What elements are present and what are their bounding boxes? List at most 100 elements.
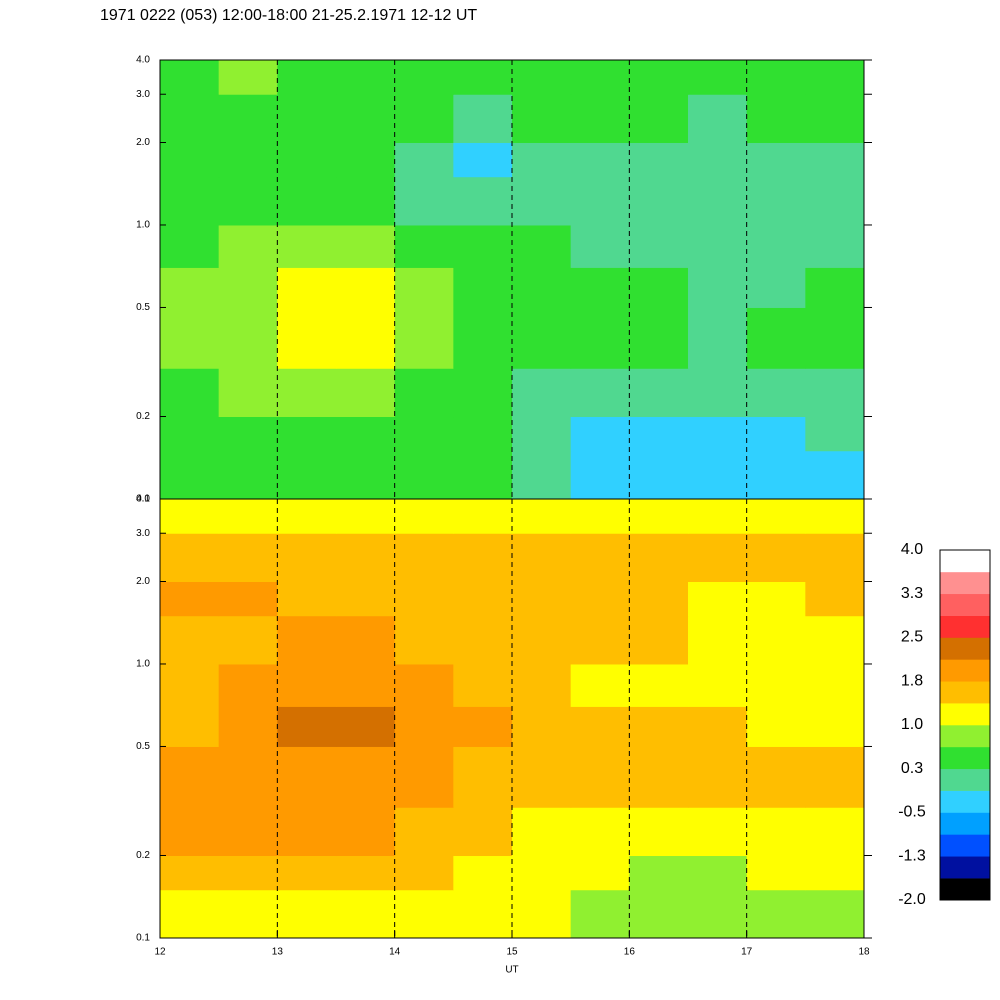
heatmap-cell — [688, 450, 748, 500]
heatmap-cell — [570, 60, 630, 95]
heatmap-cell — [512, 706, 572, 747]
heatmap-cell — [688, 499, 748, 534]
heatmap-cell — [570, 450, 630, 500]
heatmap-cell — [512, 224, 572, 268]
chart-title: 1971 0222 (053) 12:00-18:00 21-25.2.1971… — [100, 7, 477, 24]
colorbar-swatch — [940, 681, 990, 704]
heatmap-cell — [746, 176, 806, 226]
colorbar-tick-label: 2.5 — [901, 629, 923, 646]
x-tick-label: 17 — [741, 947, 753, 958]
heatmap-cell — [629, 615, 689, 665]
heatmap-cell — [453, 889, 513, 939]
heatmap-cell — [160, 307, 220, 369]
x-tick-label: 12 — [154, 947, 166, 958]
heatmap-cell — [336, 142, 396, 178]
heatmap-cell — [688, 807, 748, 857]
heatmap-cell — [512, 60, 572, 95]
heatmap-cell — [805, 142, 865, 178]
colorbar-frame — [939, 549, 991, 901]
colorbar-swatch — [940, 812, 990, 835]
heatmap-cell — [277, 176, 337, 226]
heatmap-cell — [336, 889, 396, 939]
colorbar-tick-label: -0.5 — [898, 804, 926, 821]
heatmap-cell — [394, 94, 454, 143]
heatmap-cell — [570, 615, 630, 665]
heatmap-cell — [277, 663, 337, 707]
heatmap-cell — [805, 499, 865, 534]
heatmap-cell — [336, 746, 396, 808]
colorbar-swatch — [940, 768, 990, 791]
heatmap-cell — [160, 663, 220, 707]
colorbar-tick-label: 0.3 — [901, 760, 923, 777]
heatmap-cell — [629, 746, 689, 808]
y-tick-label: 1.0 — [136, 659, 150, 670]
colorbar-swatch — [940, 659, 990, 682]
heatmap-cell — [688, 307, 748, 369]
heatmap-cell — [160, 94, 220, 143]
colorbar-swatch — [940, 790, 990, 813]
heatmap-cell — [277, 142, 337, 178]
heatmap-cell — [336, 533, 396, 582]
heatmap-cell — [394, 663, 454, 707]
colorbar-swatch — [940, 550, 990, 573]
heatmap-cell — [336, 706, 396, 747]
heatmap-cell — [394, 368, 454, 418]
heatmap-cell — [453, 176, 513, 226]
heatmap-cell — [688, 176, 748, 226]
heatmap-cell — [336, 224, 396, 268]
heatmap-cell — [805, 307, 865, 369]
heatmap-cell — [218, 368, 278, 418]
heatmap-cell — [160, 533, 220, 582]
heatmap-cell — [805, 450, 865, 500]
heatmap-cell — [746, 267, 806, 308]
colorbar-tick-label: -2.0 — [898, 891, 926, 908]
heatmap-cell — [512, 450, 572, 500]
heatmap-cell — [570, 663, 630, 707]
x-tick-label: 18 — [858, 947, 870, 958]
x-tick-label: 16 — [624, 947, 636, 958]
colorbar-swatch — [940, 856, 990, 879]
heatmap-cell — [570, 368, 630, 418]
heatmap-cell — [688, 94, 748, 143]
heatmap-cell — [218, 94, 278, 143]
heatmap-cell — [512, 615, 572, 665]
heatmap-cell — [277, 60, 337, 95]
colorbar-tick-label: 1.8 — [901, 672, 923, 689]
heatmap-cell — [218, 615, 278, 665]
heatmap-cell — [218, 224, 278, 268]
heatmap-cell — [688, 224, 748, 268]
heatmap-cell — [570, 581, 630, 617]
heatmap-cell — [218, 663, 278, 707]
x-tick-label: 13 — [272, 947, 284, 958]
heatmap-cell — [570, 224, 630, 268]
heatmap-cell — [629, 663, 689, 707]
heatmap-cell — [394, 706, 454, 747]
heatmap-cell — [394, 746, 454, 808]
heatmap-cell — [277, 450, 337, 500]
heatmap-cell — [570, 267, 630, 308]
heatmap-cell — [805, 581, 865, 617]
heatmap-cell — [218, 307, 278, 369]
colorbar-swatch — [940, 878, 990, 901]
heatmap-cell — [746, 94, 806, 143]
heatmap-cell — [160, 176, 220, 226]
colorbar-swatch — [940, 637, 990, 660]
heatmap-cell — [629, 307, 689, 369]
heatmap-cell — [336, 94, 396, 143]
heatmap-cell — [453, 807, 513, 857]
heatmap-cell — [453, 663, 513, 707]
heatmap-cell — [688, 581, 748, 617]
heatmap-cell — [512, 581, 572, 617]
heatmap-cell — [746, 368, 806, 418]
heatmap-cell — [629, 142, 689, 178]
heatmap-cell — [336, 807, 396, 857]
heatmap-cell — [160, 142, 220, 178]
heatmap-cell — [688, 663, 748, 707]
heatmap-cell — [336, 663, 396, 707]
heatmap-cell — [336, 499, 396, 534]
heatmap-cell — [218, 450, 278, 500]
heatmap-cell — [805, 368, 865, 418]
heatmap-cell — [512, 307, 572, 369]
y-tick-label: 0.1 — [136, 494, 150, 505]
